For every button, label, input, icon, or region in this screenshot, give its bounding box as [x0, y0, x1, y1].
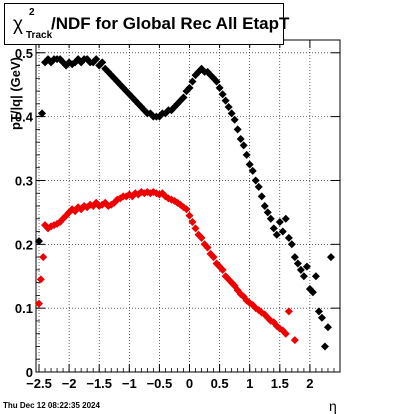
data-point	[188, 77, 197, 86]
y-tick-label: 0.2	[15, 237, 33, 252]
data-point	[59, 58, 68, 67]
data-point	[242, 150, 251, 159]
data-point	[212, 77, 221, 86]
data-point	[251, 176, 260, 185]
data-point	[248, 166, 257, 175]
data-point	[320, 342, 329, 351]
chart-title: /NDF for Global Rec All EtapT	[51, 14, 290, 33]
data-point	[197, 233, 206, 242]
data-point	[323, 323, 332, 332]
grid-layer	[36, 40, 340, 372]
x-tick-label: −2.5	[26, 376, 52, 391]
data-point	[92, 55, 101, 64]
data-point	[326, 253, 335, 262]
data-point	[293, 259, 302, 268]
data-point	[185, 211, 194, 220]
data-point	[299, 272, 308, 281]
x-tick-label: −1.5	[86, 376, 112, 391]
data-point	[281, 329, 290, 338]
data-point	[35, 299, 44, 308]
data-point	[182, 205, 191, 214]
x-tick-label: 0	[186, 376, 193, 391]
data-point	[284, 233, 293, 242]
data-point	[35, 237, 44, 246]
axis-ticks: −2.5 −2 −1.5 −1 −0.5 0 0.5 1 1.5 2 0 0.1 0.2 0.3 0.4 0.…	[15, 40, 340, 391]
data-point	[221, 96, 230, 105]
x-tick-label: −1	[122, 376, 137, 391]
x-tick-label: 1.5	[271, 376, 289, 391]
data-point	[39, 253, 48, 262]
data-point	[185, 83, 194, 92]
data-point	[314, 307, 323, 316]
data-point	[257, 192, 266, 201]
y-tick-label: 0.1	[15, 301, 33, 316]
data-point	[98, 58, 107, 67]
data-point	[308, 288, 317, 297]
data-point	[36, 275, 45, 284]
data-point	[290, 336, 299, 345]
x-tick-label: 1	[246, 376, 253, 391]
data-point	[215, 83, 224, 92]
data-point	[275, 217, 284, 226]
data-point	[218, 90, 227, 99]
data-point	[224, 103, 233, 112]
data-point	[209, 253, 218, 262]
data-point	[281, 214, 290, 223]
data-point	[260, 202, 269, 210]
data-point	[218, 265, 227, 274]
data-point	[278, 227, 287, 236]
data-point	[203, 243, 212, 252]
data-point	[233, 125, 242, 134]
data-point	[230, 115, 239, 124]
data-point	[38, 109, 47, 118]
data-point	[269, 224, 278, 233]
x-tick-label: −0.5	[147, 376, 173, 391]
y-axis-label: pT/|q| (GeV)	[8, 57, 23, 130]
data-point	[311, 272, 320, 281]
data-point	[254, 182, 263, 191]
data-point	[239, 141, 248, 150]
data-point	[188, 217, 197, 226]
chart-title-subscript: Track	[26, 30, 53, 41]
timestamp: Thu Dec 12 08:22:35 2024	[3, 401, 100, 410]
data-point	[302, 262, 311, 271]
data-point	[179, 93, 188, 102]
x-tick-label: 2	[306, 376, 313, 391]
data-point	[290, 253, 299, 262]
data-point	[191, 224, 200, 233]
x-axis-label: η	[329, 398, 337, 414]
y-tick-label: 0.3	[15, 173, 33, 188]
data-point	[284, 307, 293, 316]
chart-title-superscript: 2	[29, 7, 35, 18]
x-tick-label: −2	[62, 376, 77, 391]
data-point	[317, 313, 326, 322]
data-point	[227, 109, 236, 118]
y-tick-label: 0.4	[15, 110, 34, 125]
y-tick-label: 0	[26, 365, 33, 380]
data-point	[245, 160, 254, 169]
data-point	[59, 214, 68, 223]
x-tick-label: 0.5	[211, 376, 229, 391]
data-point	[272, 230, 281, 239]
data-point	[287, 240, 296, 249]
data-point	[236, 134, 245, 143]
data-point	[266, 214, 275, 223]
chart-title-box: χ 2 Track /NDF for Global Rec All EtapT	[4, 3, 289, 45]
data-point	[263, 208, 272, 217]
data-points	[35, 55, 335, 351]
data-point	[296, 265, 305, 274]
y-tick-label: 0.5	[15, 46, 33, 61]
chart-title-chi: χ	[13, 14, 23, 35]
